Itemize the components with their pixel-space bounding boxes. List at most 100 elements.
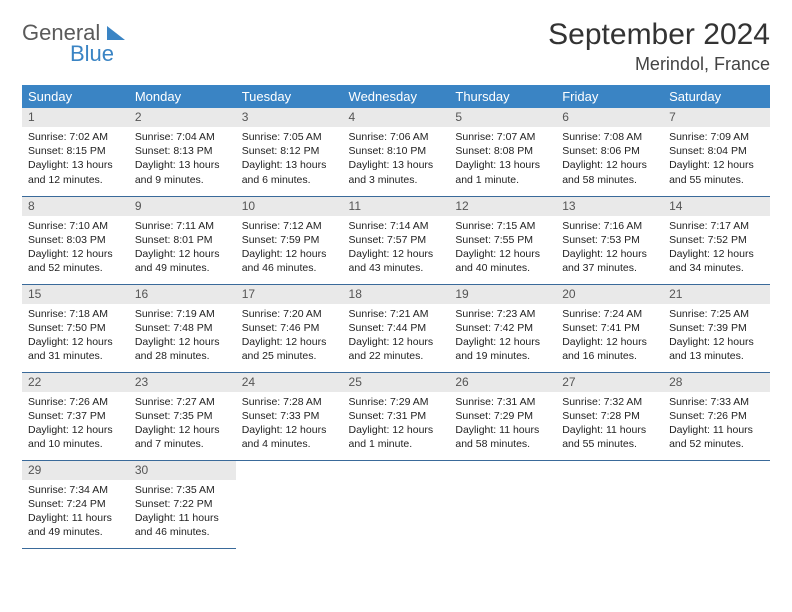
daylight-text: Daylight: 12 hours and 4 minutes.	[242, 423, 337, 451]
calendar-cell	[236, 460, 343, 548]
calendar-cell: 1Sunrise: 7:02 AMSunset: 8:15 PMDaylight…	[22, 108, 129, 196]
sunrise-text: Sunrise: 7:14 AM	[349, 219, 444, 233]
sunrise-text: Sunrise: 7:31 AM	[455, 395, 550, 409]
sunset-text: Sunset: 7:42 PM	[455, 321, 550, 335]
daylight-text: Daylight: 11 hours and 46 minutes.	[135, 511, 230, 539]
sunrise-text: Sunrise: 7:24 AM	[562, 307, 657, 321]
day-details: Sunrise: 7:06 AMSunset: 8:10 PMDaylight:…	[343, 127, 450, 191]
day-number: 13	[556, 197, 663, 216]
day-details: Sunrise: 7:19 AMSunset: 7:48 PMDaylight:…	[129, 304, 236, 368]
calendar-row: 8Sunrise: 7:10 AMSunset: 8:03 PMDaylight…	[22, 196, 770, 284]
logo-word-blue: Blue	[70, 43, 125, 65]
day-details: Sunrise: 7:24 AMSunset: 7:41 PMDaylight:…	[556, 304, 663, 368]
day-number: 4	[343, 108, 450, 127]
daylight-text: Daylight: 12 hours and 55 minutes.	[669, 158, 764, 186]
weekday-header: Sunday	[22, 85, 129, 108]
calendar-cell: 30Sunrise: 7:35 AMSunset: 7:22 PMDayligh…	[129, 460, 236, 548]
sunrise-text: Sunrise: 7:29 AM	[349, 395, 444, 409]
calendar-cell: 8Sunrise: 7:10 AMSunset: 8:03 PMDaylight…	[22, 196, 129, 284]
weekday-header-row: Sunday Monday Tuesday Wednesday Thursday…	[22, 85, 770, 108]
day-number: 20	[556, 285, 663, 304]
day-number: 7	[663, 108, 770, 127]
sunset-text: Sunset: 7:50 PM	[28, 321, 123, 335]
day-details: Sunrise: 7:21 AMSunset: 7:44 PMDaylight:…	[343, 304, 450, 368]
daylight-text: Daylight: 11 hours and 52 minutes.	[669, 423, 764, 451]
day-number: 9	[129, 197, 236, 216]
location-text: Merindol, France	[548, 54, 770, 75]
calendar-page: General Blue September 2024 Merindol, Fr…	[0, 0, 792, 567]
page-header: General Blue September 2024 Merindol, Fr…	[22, 18, 770, 75]
calendar-cell	[343, 460, 450, 548]
sunrise-text: Sunrise: 7:21 AM	[349, 307, 444, 321]
sunset-text: Sunset: 8:08 PM	[455, 144, 550, 158]
day-details: Sunrise: 7:31 AMSunset: 7:29 PMDaylight:…	[449, 392, 556, 456]
daylight-text: Daylight: 12 hours and 37 minutes.	[562, 247, 657, 275]
day-number: 1	[22, 108, 129, 127]
sunset-text: Sunset: 7:33 PM	[242, 409, 337, 423]
day-number: 19	[449, 285, 556, 304]
daylight-text: Daylight: 12 hours and 40 minutes.	[455, 247, 550, 275]
sunset-text: Sunset: 7:22 PM	[135, 497, 230, 511]
sunset-text: Sunset: 7:26 PM	[669, 409, 764, 423]
day-details: Sunrise: 7:25 AMSunset: 7:39 PMDaylight:…	[663, 304, 770, 368]
sunrise-text: Sunrise: 7:05 AM	[242, 130, 337, 144]
calendar-cell	[449, 460, 556, 548]
calendar-cell	[556, 460, 663, 548]
day-details: Sunrise: 7:08 AMSunset: 8:06 PMDaylight:…	[556, 127, 663, 191]
sunset-text: Sunset: 7:39 PM	[669, 321, 764, 335]
daylight-text: Daylight: 12 hours and 10 minutes.	[28, 423, 123, 451]
calendar-row: 15Sunrise: 7:18 AMSunset: 7:50 PMDayligh…	[22, 284, 770, 372]
daylight-text: Daylight: 12 hours and 13 minutes.	[669, 335, 764, 363]
calendar-cell: 18Sunrise: 7:21 AMSunset: 7:44 PMDayligh…	[343, 284, 450, 372]
sunset-text: Sunset: 8:03 PM	[28, 233, 123, 247]
day-number: 8	[22, 197, 129, 216]
calendar-cell: 27Sunrise: 7:32 AMSunset: 7:28 PMDayligh…	[556, 372, 663, 460]
day-number: 17	[236, 285, 343, 304]
calendar-cell: 21Sunrise: 7:25 AMSunset: 7:39 PMDayligh…	[663, 284, 770, 372]
calendar-row: 22Sunrise: 7:26 AMSunset: 7:37 PMDayligh…	[22, 372, 770, 460]
day-number: 24	[236, 373, 343, 392]
calendar-cell: 20Sunrise: 7:24 AMSunset: 7:41 PMDayligh…	[556, 284, 663, 372]
day-details: Sunrise: 7:33 AMSunset: 7:26 PMDaylight:…	[663, 392, 770, 456]
sunrise-text: Sunrise: 7:16 AM	[562, 219, 657, 233]
day-details: Sunrise: 7:02 AMSunset: 8:15 PMDaylight:…	[22, 127, 129, 191]
calendar-cell: 23Sunrise: 7:27 AMSunset: 7:35 PMDayligh…	[129, 372, 236, 460]
daylight-text: Daylight: 12 hours and 16 minutes.	[562, 335, 657, 363]
calendar-cell: 16Sunrise: 7:19 AMSunset: 7:48 PMDayligh…	[129, 284, 236, 372]
sunset-text: Sunset: 8:04 PM	[669, 144, 764, 158]
sunset-text: Sunset: 7:35 PM	[135, 409, 230, 423]
weekday-header: Wednesday	[343, 85, 450, 108]
calendar-row: 1Sunrise: 7:02 AMSunset: 8:15 PMDaylight…	[22, 108, 770, 196]
sunset-text: Sunset: 7:29 PM	[455, 409, 550, 423]
sunrise-text: Sunrise: 7:11 AM	[135, 219, 230, 233]
daylight-text: Daylight: 12 hours and 31 minutes.	[28, 335, 123, 363]
sunrise-text: Sunrise: 7:23 AM	[455, 307, 550, 321]
sunrise-text: Sunrise: 7:17 AM	[669, 219, 764, 233]
sunset-text: Sunset: 7:53 PM	[562, 233, 657, 247]
day-details: Sunrise: 7:16 AMSunset: 7:53 PMDaylight:…	[556, 216, 663, 280]
calendar-cell: 6Sunrise: 7:08 AMSunset: 8:06 PMDaylight…	[556, 108, 663, 196]
sunrise-text: Sunrise: 7:18 AM	[28, 307, 123, 321]
day-number: 2	[129, 108, 236, 127]
sunrise-text: Sunrise: 7:02 AM	[28, 130, 123, 144]
day-details: Sunrise: 7:28 AMSunset: 7:33 PMDaylight:…	[236, 392, 343, 456]
day-details: Sunrise: 7:11 AMSunset: 8:01 PMDaylight:…	[129, 216, 236, 280]
day-details: Sunrise: 7:05 AMSunset: 8:12 PMDaylight:…	[236, 127, 343, 191]
sunrise-text: Sunrise: 7:33 AM	[669, 395, 764, 409]
day-details: Sunrise: 7:18 AMSunset: 7:50 PMDaylight:…	[22, 304, 129, 368]
calendar-cell: 11Sunrise: 7:14 AMSunset: 7:57 PMDayligh…	[343, 196, 450, 284]
calendar-cell: 12Sunrise: 7:15 AMSunset: 7:55 PMDayligh…	[449, 196, 556, 284]
sunset-text: Sunset: 8:15 PM	[28, 144, 123, 158]
sunrise-text: Sunrise: 7:19 AM	[135, 307, 230, 321]
sunrise-text: Sunrise: 7:04 AM	[135, 130, 230, 144]
day-number: 23	[129, 373, 236, 392]
weekday-header: Friday	[556, 85, 663, 108]
sunrise-text: Sunrise: 7:28 AM	[242, 395, 337, 409]
calendar-table: Sunday Monday Tuesday Wednesday Thursday…	[22, 85, 770, 549]
daylight-text: Daylight: 11 hours and 55 minutes.	[562, 423, 657, 451]
logo-text-block: General Blue	[22, 22, 125, 65]
day-details: Sunrise: 7:12 AMSunset: 7:59 PMDaylight:…	[236, 216, 343, 280]
sunset-text: Sunset: 7:41 PM	[562, 321, 657, 335]
calendar-cell: 3Sunrise: 7:05 AMSunset: 8:12 PMDaylight…	[236, 108, 343, 196]
daylight-text: Daylight: 12 hours and 19 minutes.	[455, 335, 550, 363]
